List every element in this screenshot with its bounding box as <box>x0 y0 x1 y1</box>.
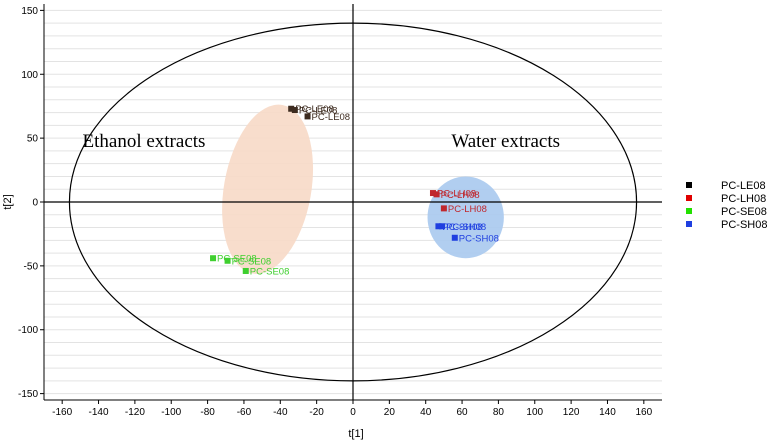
data-point <box>439 223 446 230</box>
legend-marker <box>686 195 692 201</box>
x-tick-label: -100 <box>161 407 181 418</box>
group-annotation: Ethanol extracts <box>83 131 206 152</box>
legend-marker <box>686 221 692 227</box>
y-tick-label: 0 <box>32 198 38 209</box>
data-point-label: PC-SE08 <box>217 254 257 265</box>
data-point-label: PC-SH08 <box>446 222 486 233</box>
legend-label: PC-SE08 <box>721 206 767 218</box>
data-point <box>304 113 311 120</box>
legend-marker <box>686 208 692 214</box>
x-tick-label: -120 <box>125 407 145 418</box>
data-point-label: PC-SH08 <box>442 222 482 233</box>
axes <box>44 4 662 400</box>
data-points: PC-LE08PC-LE08PC-LE08PC-LH08PC-LH08PC-LH… <box>210 104 499 277</box>
data-point <box>242 267 249 274</box>
legend-label: PC-LH08 <box>721 193 766 205</box>
legend-label: PC-LE08 <box>721 180 766 192</box>
data-point-label: PC-LH08 <box>448 204 487 215</box>
data-point-label: PC-LH08 <box>437 189 476 200</box>
data-point-label: PC-SE08 <box>250 266 290 277</box>
data-point <box>291 107 298 114</box>
x-tick-label: -140 <box>89 407 109 418</box>
data-point <box>224 257 231 264</box>
group-annotation: Water extracts <box>451 131 560 152</box>
data-point <box>429 190 436 197</box>
x-tick-label: 140 <box>599 407 616 418</box>
data-point-label: PC-LH08 <box>441 190 480 201</box>
x-tick-label: 120 <box>563 407 580 418</box>
data-point <box>440 205 447 212</box>
x-tick-label: -80 <box>200 407 215 418</box>
x-tick-label: 20 <box>384 407 396 418</box>
data-point <box>210 255 217 262</box>
y-tick-label: 50 <box>27 134 39 145</box>
y-axis-label: t[2] <box>2 194 14 209</box>
y-tick-label: -150 <box>18 389 38 400</box>
x-tick-label: -60 <box>237 407 252 418</box>
x-tick-label: 60 <box>456 407 468 418</box>
x-tick-label: 160 <box>635 407 652 418</box>
x-tick-label: 100 <box>526 407 543 418</box>
group-ellipses <box>222 104 504 274</box>
x-tick-label: -160 <box>52 407 72 418</box>
x-tick-label: -40 <box>273 407 288 418</box>
data-point <box>433 191 440 198</box>
x-tick-label: 40 <box>420 407 432 418</box>
x-tick-label: -20 <box>309 407 324 418</box>
x-tick-label: 0 <box>350 407 356 418</box>
legend-label: PC-SH08 <box>721 219 767 231</box>
legend-marker <box>686 182 692 188</box>
data-point <box>451 234 458 241</box>
data-point-label: PC-LE08 <box>295 104 334 115</box>
data-point <box>288 105 295 112</box>
y-tick-label: 100 <box>21 70 38 81</box>
x-tick-label: 80 <box>493 407 505 418</box>
ticks: -160 -140 -120 -100 -80 -60 -40 -20 0 20 40 60 80 100… <box>18 6 653 418</box>
annotations: Ethanol extracts Water extracts <box>83 131 561 152</box>
group-ellipse <box>222 104 314 274</box>
data-point-label: PC-LE08 <box>312 112 351 123</box>
x-axis-label: t[1] <box>348 428 363 440</box>
data-point-label: PC-LE08 <box>299 106 338 117</box>
data-point-label: PC-SH08 <box>459 233 499 244</box>
y-tick-label: -100 <box>18 325 38 336</box>
y-tick-label: 150 <box>21 6 38 17</box>
data-point-label: PC-SE08 <box>232 256 272 267</box>
group-ellipse <box>427 176 504 259</box>
y-tick-label: -50 <box>24 261 39 272</box>
data-point <box>435 223 442 230</box>
